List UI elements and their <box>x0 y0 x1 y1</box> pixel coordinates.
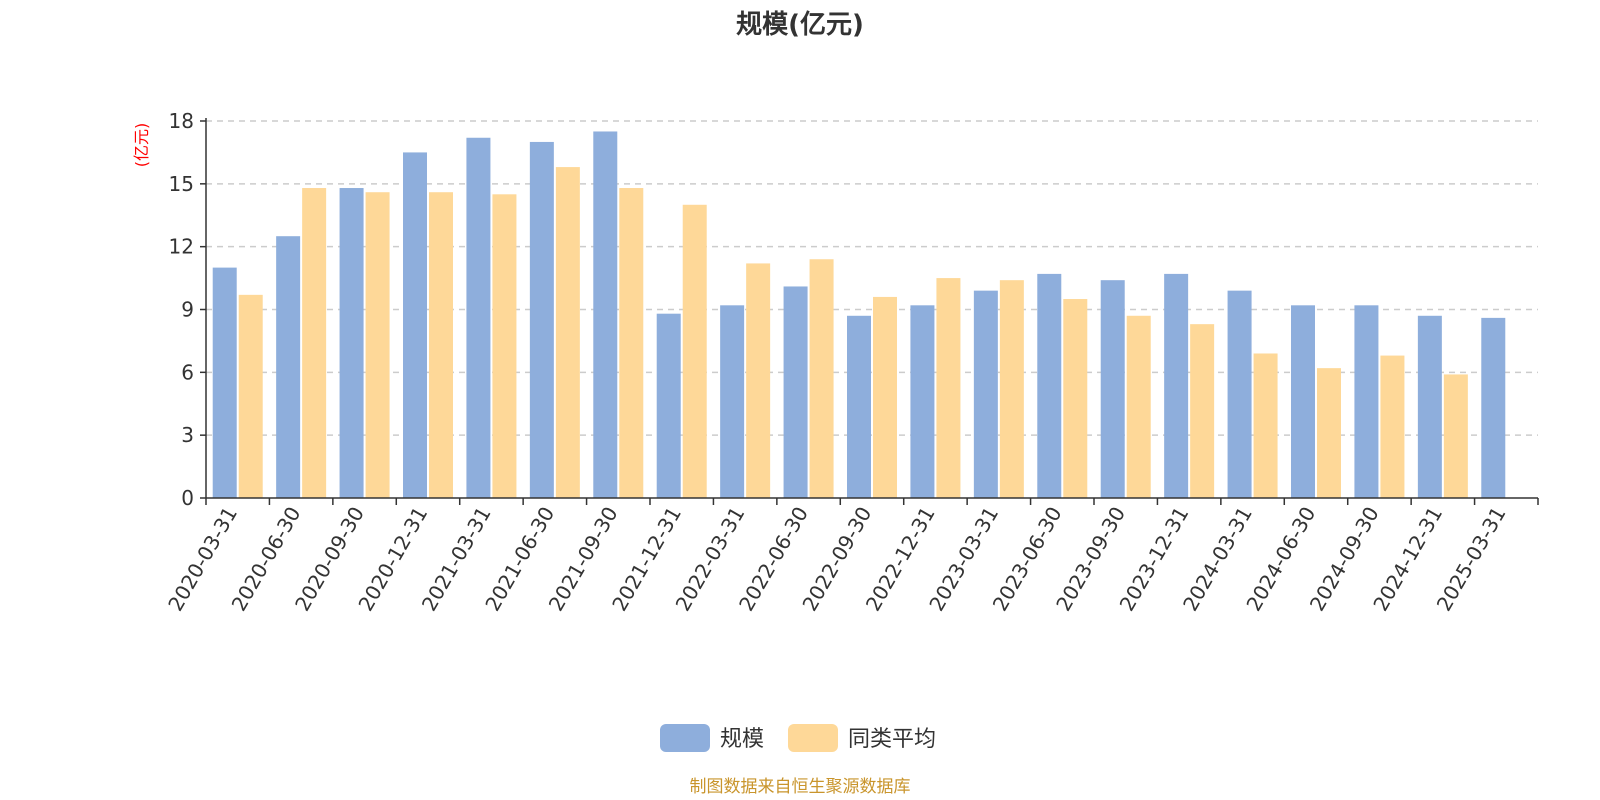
y-tick-label-5: 15 <box>169 172 194 196</box>
bar-scale-2025-03-31[interactable] <box>1481 317 1506 498</box>
bar-scale-2023-06-30[interactable] <box>1037 273 1062 498</box>
bar-category-average-2021-06-30[interactable] <box>555 167 580 499</box>
y-tick-label-3: 9 <box>181 298 194 322</box>
y-tick-label-6: 18 <box>169 109 194 133</box>
bar-scale-2021-03-31[interactable] <box>466 137 491 498</box>
bar-scale-2022-03-31[interactable] <box>720 305 745 498</box>
y-tick-label-4: 12 <box>169 235 194 259</box>
bar-scale-2021-12-31[interactable] <box>656 313 681 498</box>
bar-scale-2023-09-30[interactable] <box>1100 280 1125 498</box>
legend-item-category-average[interactable]: 同类平均 <box>788 724 936 752</box>
bar-category-average-2023-09-30[interactable] <box>1126 315 1151 498</box>
legend-label-scale: 规模 <box>720 727 764 752</box>
bar-category-average-2022-06-30[interactable] <box>809 259 834 498</box>
bar-category-average-2021-03-31[interactable] <box>492 194 517 499</box>
bar-scale-2024-12-31[interactable] <box>1417 315 1442 498</box>
bar-category-average-2023-12-31[interactable] <box>1190 324 1215 498</box>
legend-swatch-category-average <box>788 724 838 752</box>
bar-scale-2024-09-30[interactable] <box>1354 305 1379 498</box>
bar-category-average-2020-12-31[interactable] <box>429 192 453 498</box>
bar-category-average-2023-03-31[interactable] <box>999 280 1024 498</box>
bar-category-average-2022-12-31[interactable] <box>936 278 961 498</box>
data-source-note: 制图数据来自恒生聚源数据库 <box>690 777 911 797</box>
bar-scale-2020-09-30[interactable] <box>339 188 364 498</box>
legend-swatch-scale <box>660 724 710 752</box>
bar-scale-2020-12-31[interactable] <box>403 152 427 498</box>
bars <box>212 131 1506 499</box>
bar-scale-2024-03-31[interactable] <box>1227 290 1252 498</box>
bar-category-average-2022-09-30[interactable] <box>873 296 897 498</box>
y-tick-label-0: 0 <box>181 486 194 510</box>
grid-lines <box>206 120 1538 436</box>
bar-category-average-2021-12-31[interactable] <box>682 204 707 498</box>
y-axis-unit-label: (亿元) <box>132 123 151 168</box>
y-tick-label-2: 6 <box>181 360 194 384</box>
bar-category-average-2023-06-30[interactable] <box>1063 299 1088 498</box>
y-tick-label-1: 3 <box>181 423 194 447</box>
legend: 规模 同类平均 <box>660 724 936 752</box>
bar-scale-2021-06-30[interactable] <box>529 141 554 498</box>
bar-category-average-2024-03-31[interactable] <box>1253 353 1278 498</box>
legend-item-scale[interactable]: 规模 <box>660 724 764 752</box>
bar-category-average-2024-09-30[interactable] <box>1380 355 1405 498</box>
bar-scale-2022-09-30[interactable] <box>847 315 871 498</box>
bar-category-average-2024-06-30[interactable] <box>1317 368 1341 498</box>
bar-category-average-2022-03-31[interactable] <box>746 263 771 498</box>
bar-scale-2021-09-30[interactable] <box>593 131 618 498</box>
bar-scale-2023-12-31[interactable] <box>1164 273 1189 498</box>
chart-title: 规模(亿元) <box>736 10 864 40</box>
bar-category-average-2020-03-31[interactable] <box>238 294 263 498</box>
bar-category-average-2024-12-31[interactable] <box>1443 374 1468 498</box>
bar-scale-2022-06-30[interactable] <box>783 286 808 498</box>
bar-scale-2020-03-31[interactable] <box>212 267 237 498</box>
bar-scale-2020-06-30[interactable] <box>276 236 301 498</box>
legend-label-category-average: 同类平均 <box>848 727 936 752</box>
bar-category-average-2020-06-30[interactable] <box>302 188 327 498</box>
bar-scale-2023-03-31[interactable] <box>973 290 998 498</box>
bar-category-average-2021-09-30[interactable] <box>619 188 644 498</box>
bar-category-average-2020-09-30[interactable] <box>365 192 390 498</box>
bar-scale-2022-12-31[interactable] <box>910 305 935 498</box>
bar-scale-2024-06-30[interactable] <box>1291 305 1315 498</box>
